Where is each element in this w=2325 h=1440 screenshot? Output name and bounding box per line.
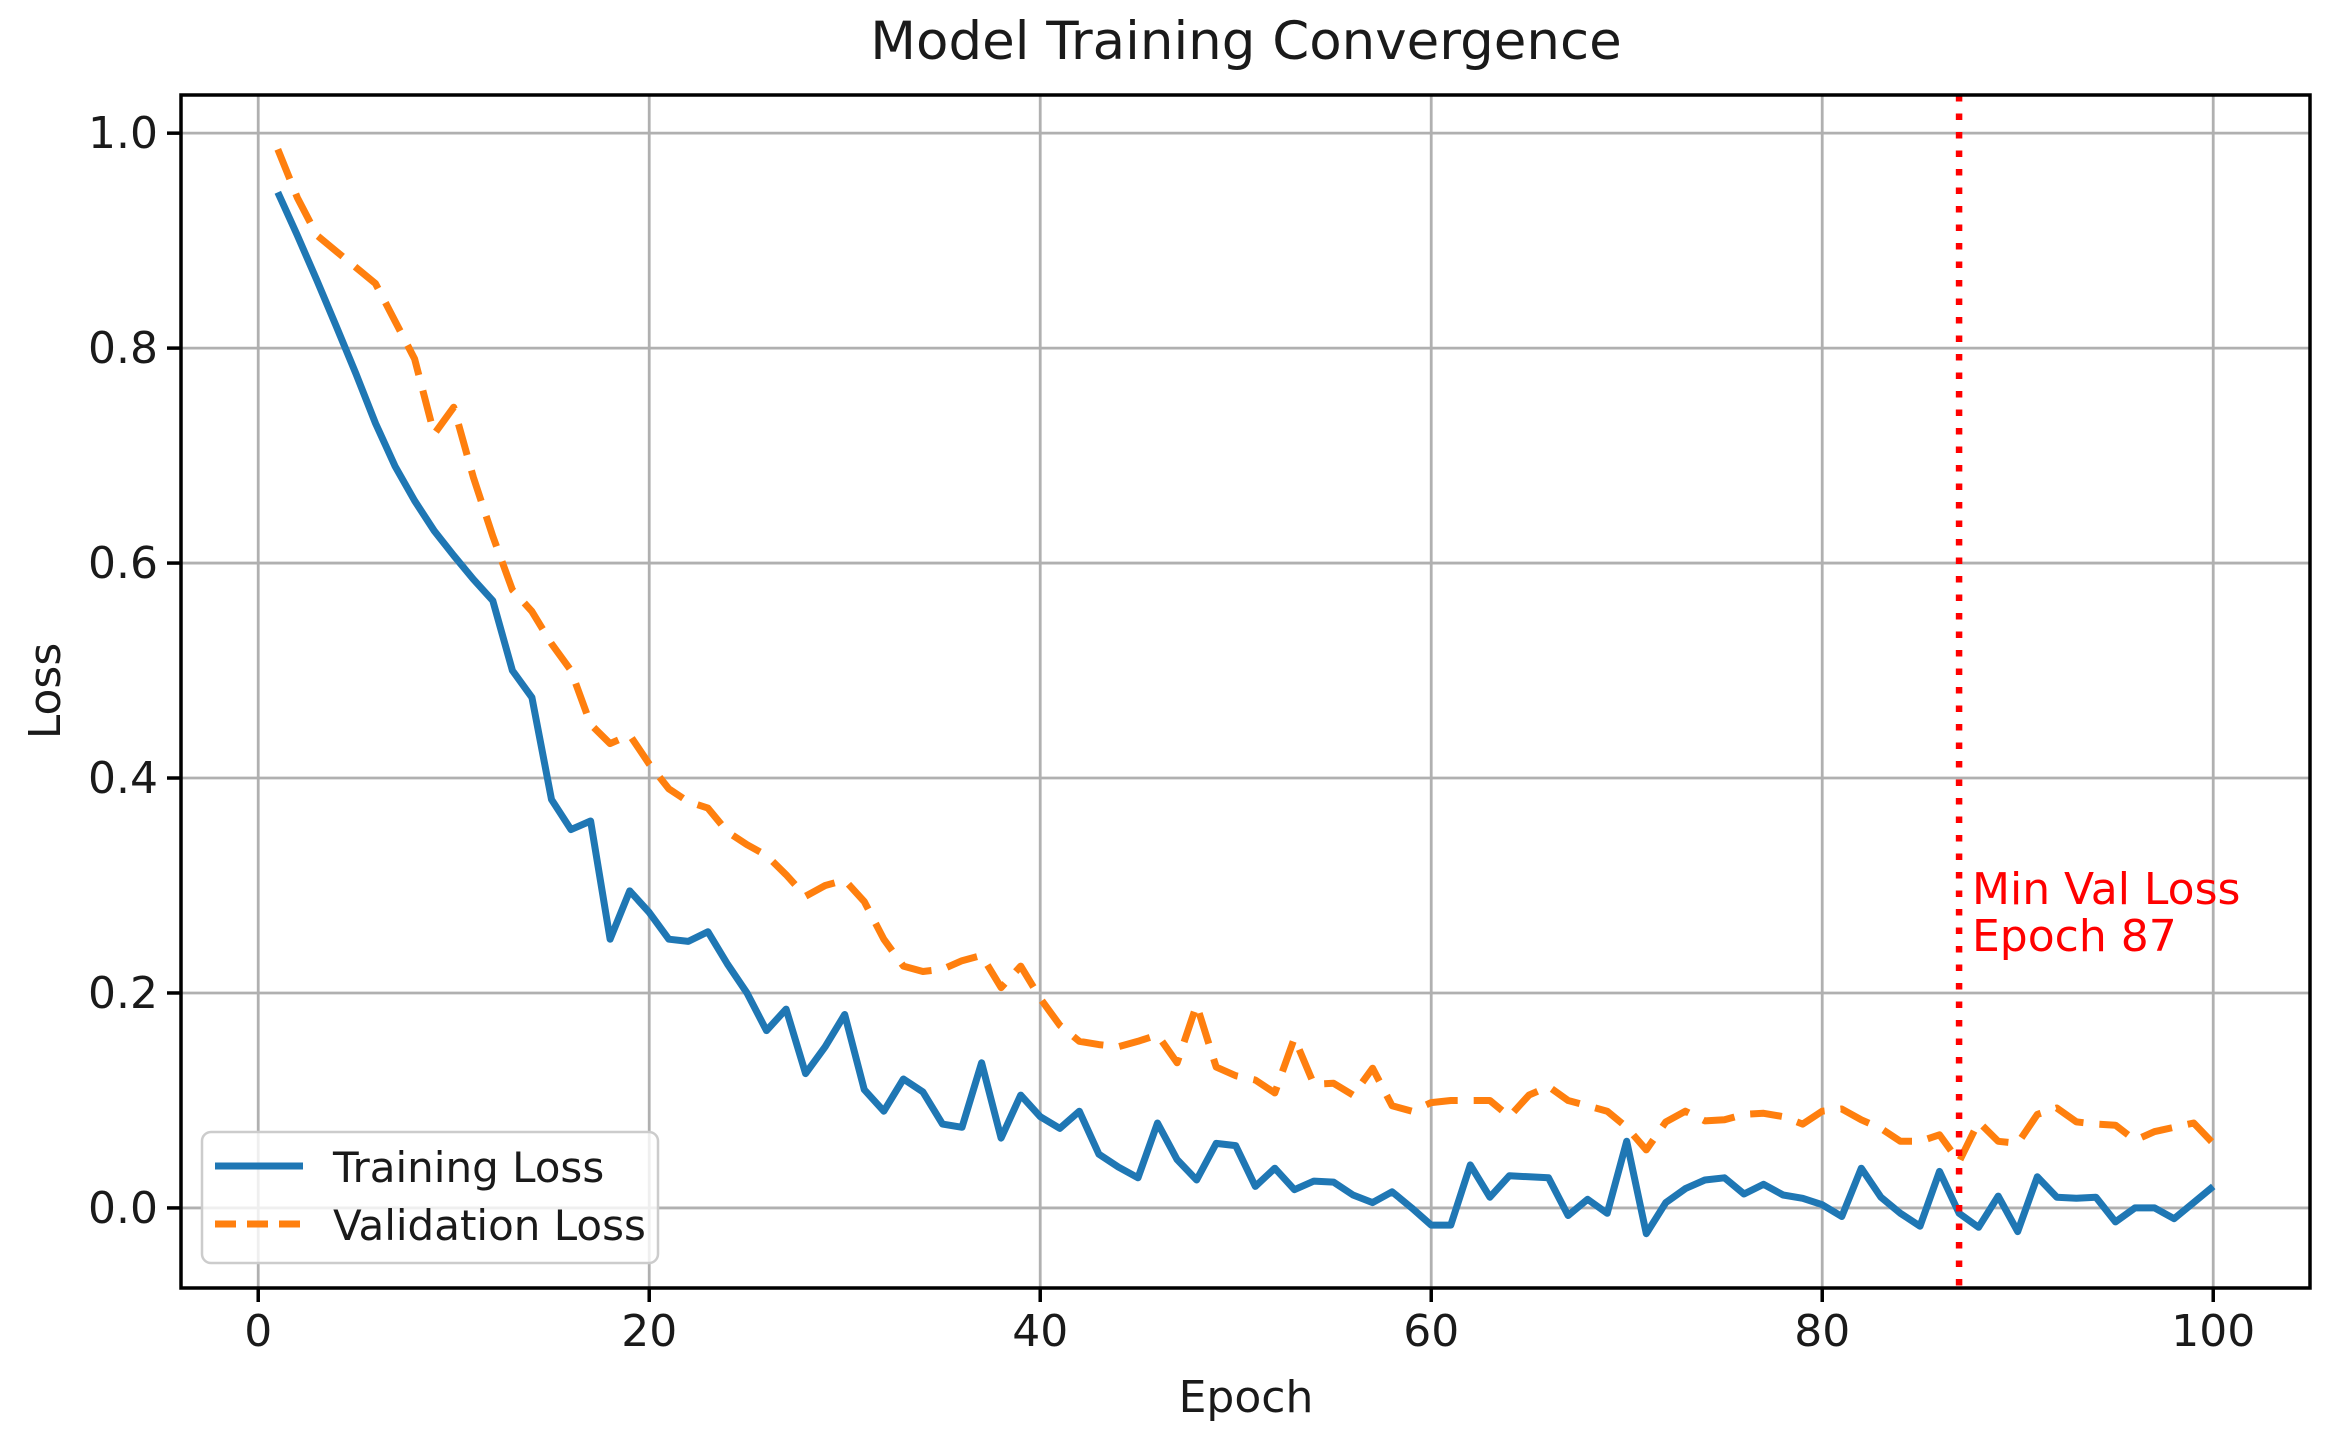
x-tick-label: 20	[621, 1306, 677, 1357]
y-tick-label: 1.0	[88, 108, 158, 159]
y-tick-label: 0.4	[88, 753, 158, 804]
x-tick-label: 80	[1794, 1306, 1850, 1357]
x-tick-label: 100	[2171, 1306, 2255, 1357]
legend-label-training: Training Loss	[332, 1143, 604, 1192]
annotation-min-val-loss-line2: Epoch 87	[1972, 911, 2177, 962]
chart-title: Model Training Convergence	[870, 11, 1621, 72]
legend-box	[200, 1130, 660, 1265]
y-axis-label: Loss	[20, 643, 71, 740]
y-tick-label: 0.6	[88, 538, 158, 589]
x-tick-label: 0	[244, 1306, 272, 1357]
annotation-min-val-loss-line1: Min Val Loss	[1972, 864, 2240, 915]
x-axis-label: Epoch	[1179, 1372, 1314, 1423]
legend: Training Loss Validation Loss	[200, 1130, 660, 1265]
grid-lines	[181, 95, 2310, 1288]
y-tick-label: 0.0	[88, 1183, 158, 1234]
series-lines	[274, 147, 2216, 1238]
axis-ticks: 0 20 40 60 80 100 0.0 0.2 0.4 0.6 0.8 1.0	[88, 108, 2255, 1357]
y-tick-label: 0.8	[88, 323, 158, 374]
legend-label-validation: Validation Loss	[333, 1201, 646, 1250]
training-loss-line	[274, 190, 2216, 1238]
y-tick-label: 0.2	[88, 968, 158, 1019]
validation-loss-line	[274, 147, 2216, 1166]
x-tick-label: 40	[1012, 1306, 1068, 1357]
plot-frame	[179, 93, 2312, 1290]
x-tick-label: 60	[1403, 1306, 1459, 1357]
